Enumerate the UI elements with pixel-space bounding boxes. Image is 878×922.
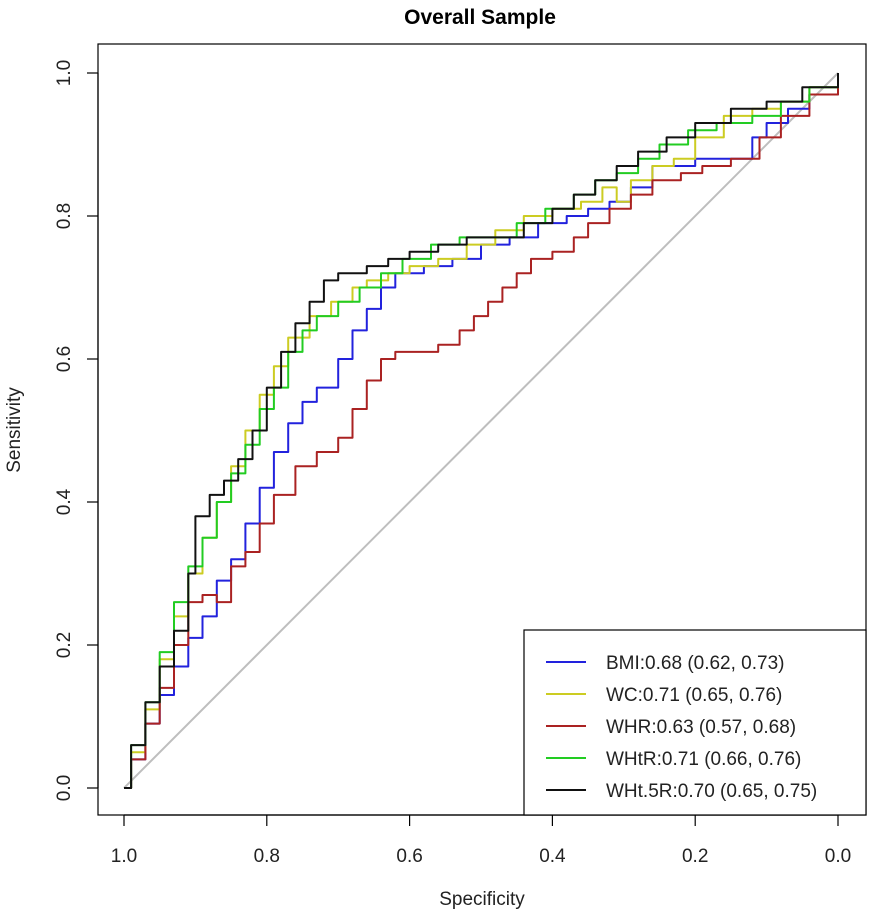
- y-tick-label: 1.0: [54, 60, 75, 86]
- x-tick-label: 1.0: [111, 846, 137, 867]
- legend-label: WC:0.71 (0.65, 0.76): [606, 685, 782, 706]
- legend-label: WHtR:0.71 (0.66, 0.76): [606, 749, 801, 770]
- series-lines: [124, 73, 839, 789]
- y-tick-label: 0.8: [54, 203, 75, 229]
- reference-diagonal-line: [123, 72, 839, 789]
- x-tick-label: 0.4: [539, 846, 566, 867]
- legend-label: BMI:0.68 (0.62, 0.73): [606, 653, 785, 674]
- chart-title: Overall Sample: [404, 6, 556, 29]
- x-axis-title: Specificity: [439, 889, 525, 910]
- x-tick-label: 0.2: [682, 846, 708, 867]
- y-axis-title: Sensitivity: [4, 387, 25, 473]
- series-line-whtr: [124, 73, 839, 789]
- x-tick-label: 0.0: [825, 846, 851, 867]
- series-line-wht-5r: [124, 73, 839, 789]
- legend-label: WHt.5R:0.70 (0.65, 0.75): [606, 781, 817, 802]
- x-tick-label: 0.6: [396, 846, 422, 867]
- legend: BMI:0.68 (0.62, 0.73) WC:0.71 (0.65, 0.76…: [523, 629, 867, 816]
- y-tick-label: 0.2: [54, 632, 75, 658]
- y-tick-label: 0.4: [54, 488, 75, 515]
- x-tick-label: 0.8: [254, 846, 280, 867]
- y-axis: 0.0 0.2 0.4 0.6 0.8 1.0: [54, 60, 99, 801]
- y-tick-label: 0.6: [54, 346, 75, 372]
- series-line-whr: [124, 73, 839, 789]
- legend-label: WHR:0.63 (0.57, 0.68): [606, 717, 796, 738]
- y-tick-label: 0.0: [54, 775, 75, 801]
- x-axis: 1.0 0.8 0.6 0.4 0.2 0.0: [111, 814, 851, 867]
- legend-box: [523, 629, 867, 816]
- series-line-bmi: [124, 73, 839, 789]
